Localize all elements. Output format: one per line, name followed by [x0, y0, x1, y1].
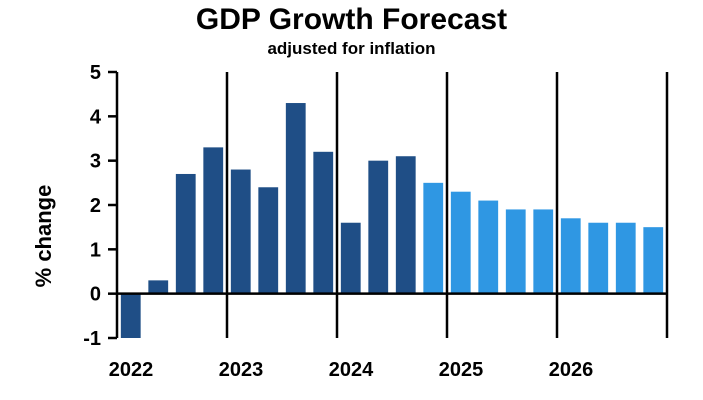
bar	[340, 222, 361, 294]
y-tick-label: 5	[90, 62, 101, 84]
bar	[560, 218, 581, 294]
bar	[148, 280, 169, 294]
bar	[230, 169, 251, 294]
bar	[313, 151, 334, 294]
x-year-label: 2023	[219, 359, 264, 381]
bar	[615, 222, 636, 294]
y-tick-label: 0	[90, 284, 101, 306]
x-year-label: 2022	[109, 359, 154, 381]
x-year-label: 2025	[439, 359, 484, 381]
chart-title: GDP Growth Forecast	[195, 3, 508, 36]
bar	[175, 173, 196, 294]
y-tick-label: 3	[90, 151, 101, 173]
bar	[368, 160, 389, 294]
bar	[588, 222, 609, 294]
y-tick-label: 4	[90, 106, 102, 128]
bar	[395, 156, 416, 294]
bar	[285, 103, 306, 294]
bar	[120, 293, 141, 338]
bar	[423, 182, 444, 294]
y-tick-label: 2	[90, 195, 101, 217]
y-tick-label: 1	[90, 239, 101, 261]
bar	[533, 209, 554, 294]
y-tick-label: -1	[83, 328, 101, 350]
x-year-label: 2026	[549, 359, 594, 381]
bar	[450, 191, 471, 294]
chart-subtitle: adjusted for inflation	[267, 39, 436, 58]
x-year-label: 2024	[329, 359, 374, 381]
bar	[643, 227, 664, 294]
bar	[505, 209, 526, 294]
bar	[478, 200, 499, 294]
bar	[258, 187, 279, 294]
bar	[203, 147, 224, 294]
